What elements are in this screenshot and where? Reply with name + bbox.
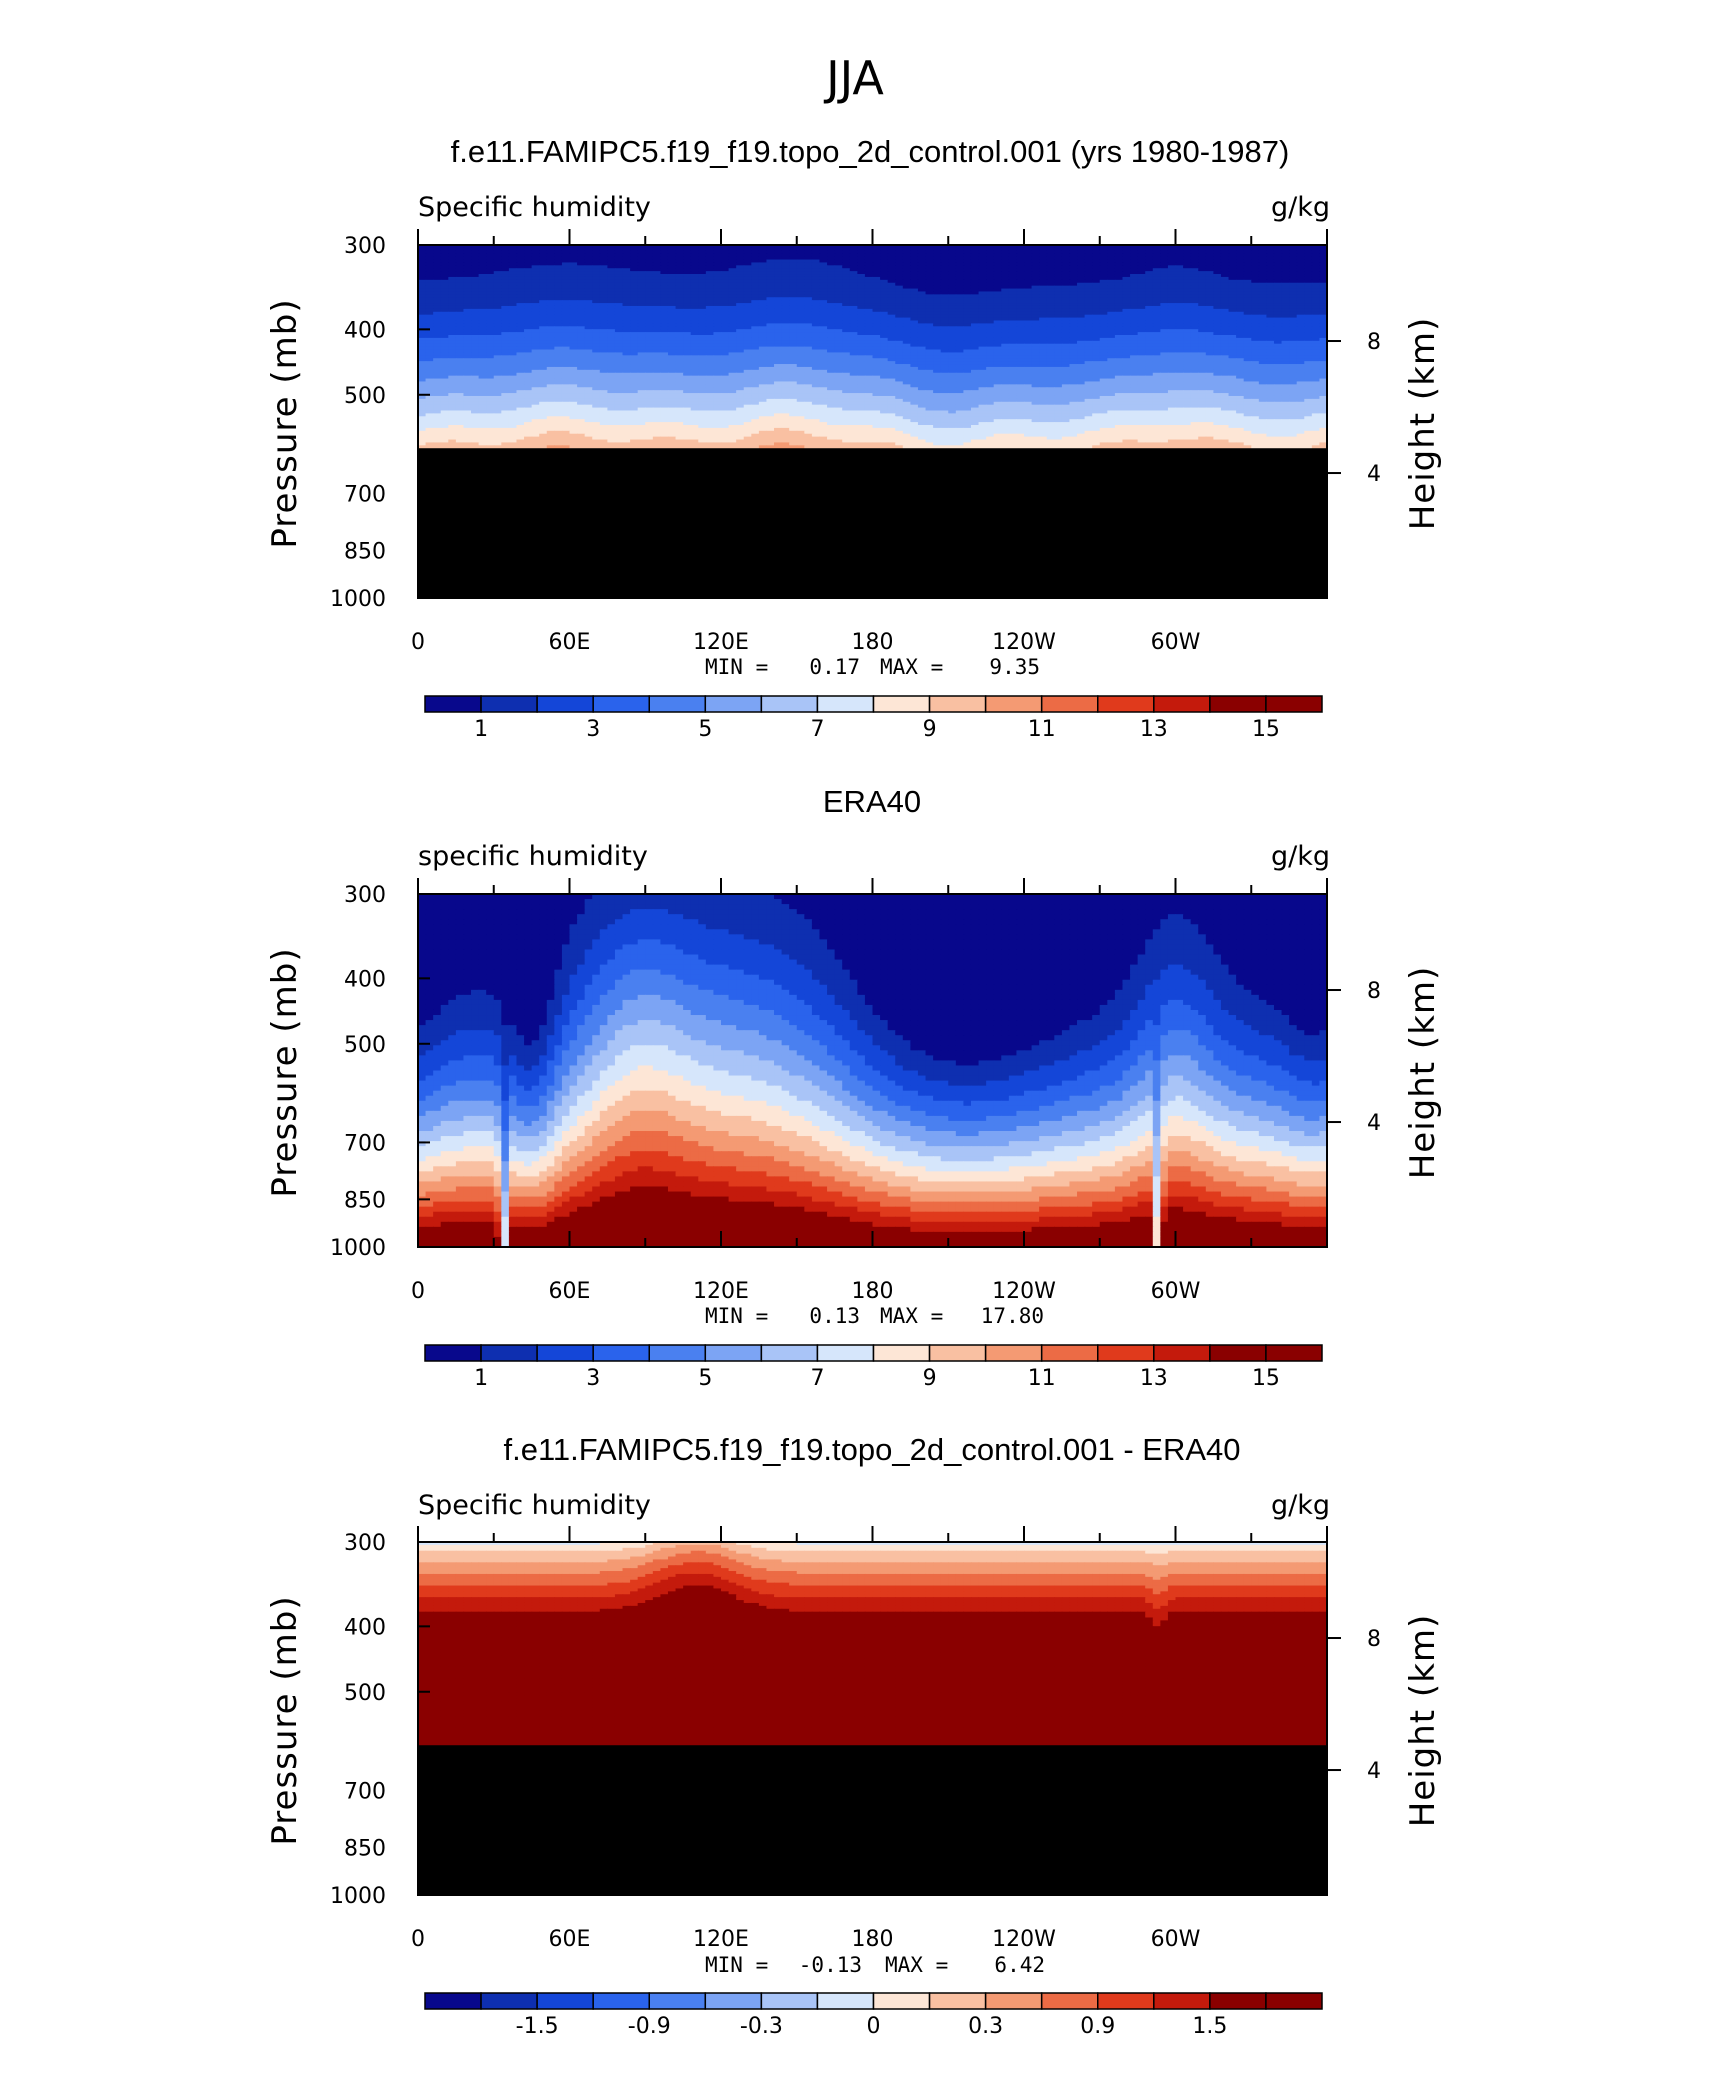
left-label: Specific humidity xyxy=(418,192,651,223)
panel-model: f.e11.FAMIPC5.f19_f19.topo_2d_control.00… xyxy=(265,134,1443,742)
figure-title: JJA xyxy=(823,51,884,105)
units-label: g/kg xyxy=(1271,192,1330,223)
panel-title: f.e11.FAMIPC5.f19_f19.topo_2d_control.00… xyxy=(451,134,1290,169)
